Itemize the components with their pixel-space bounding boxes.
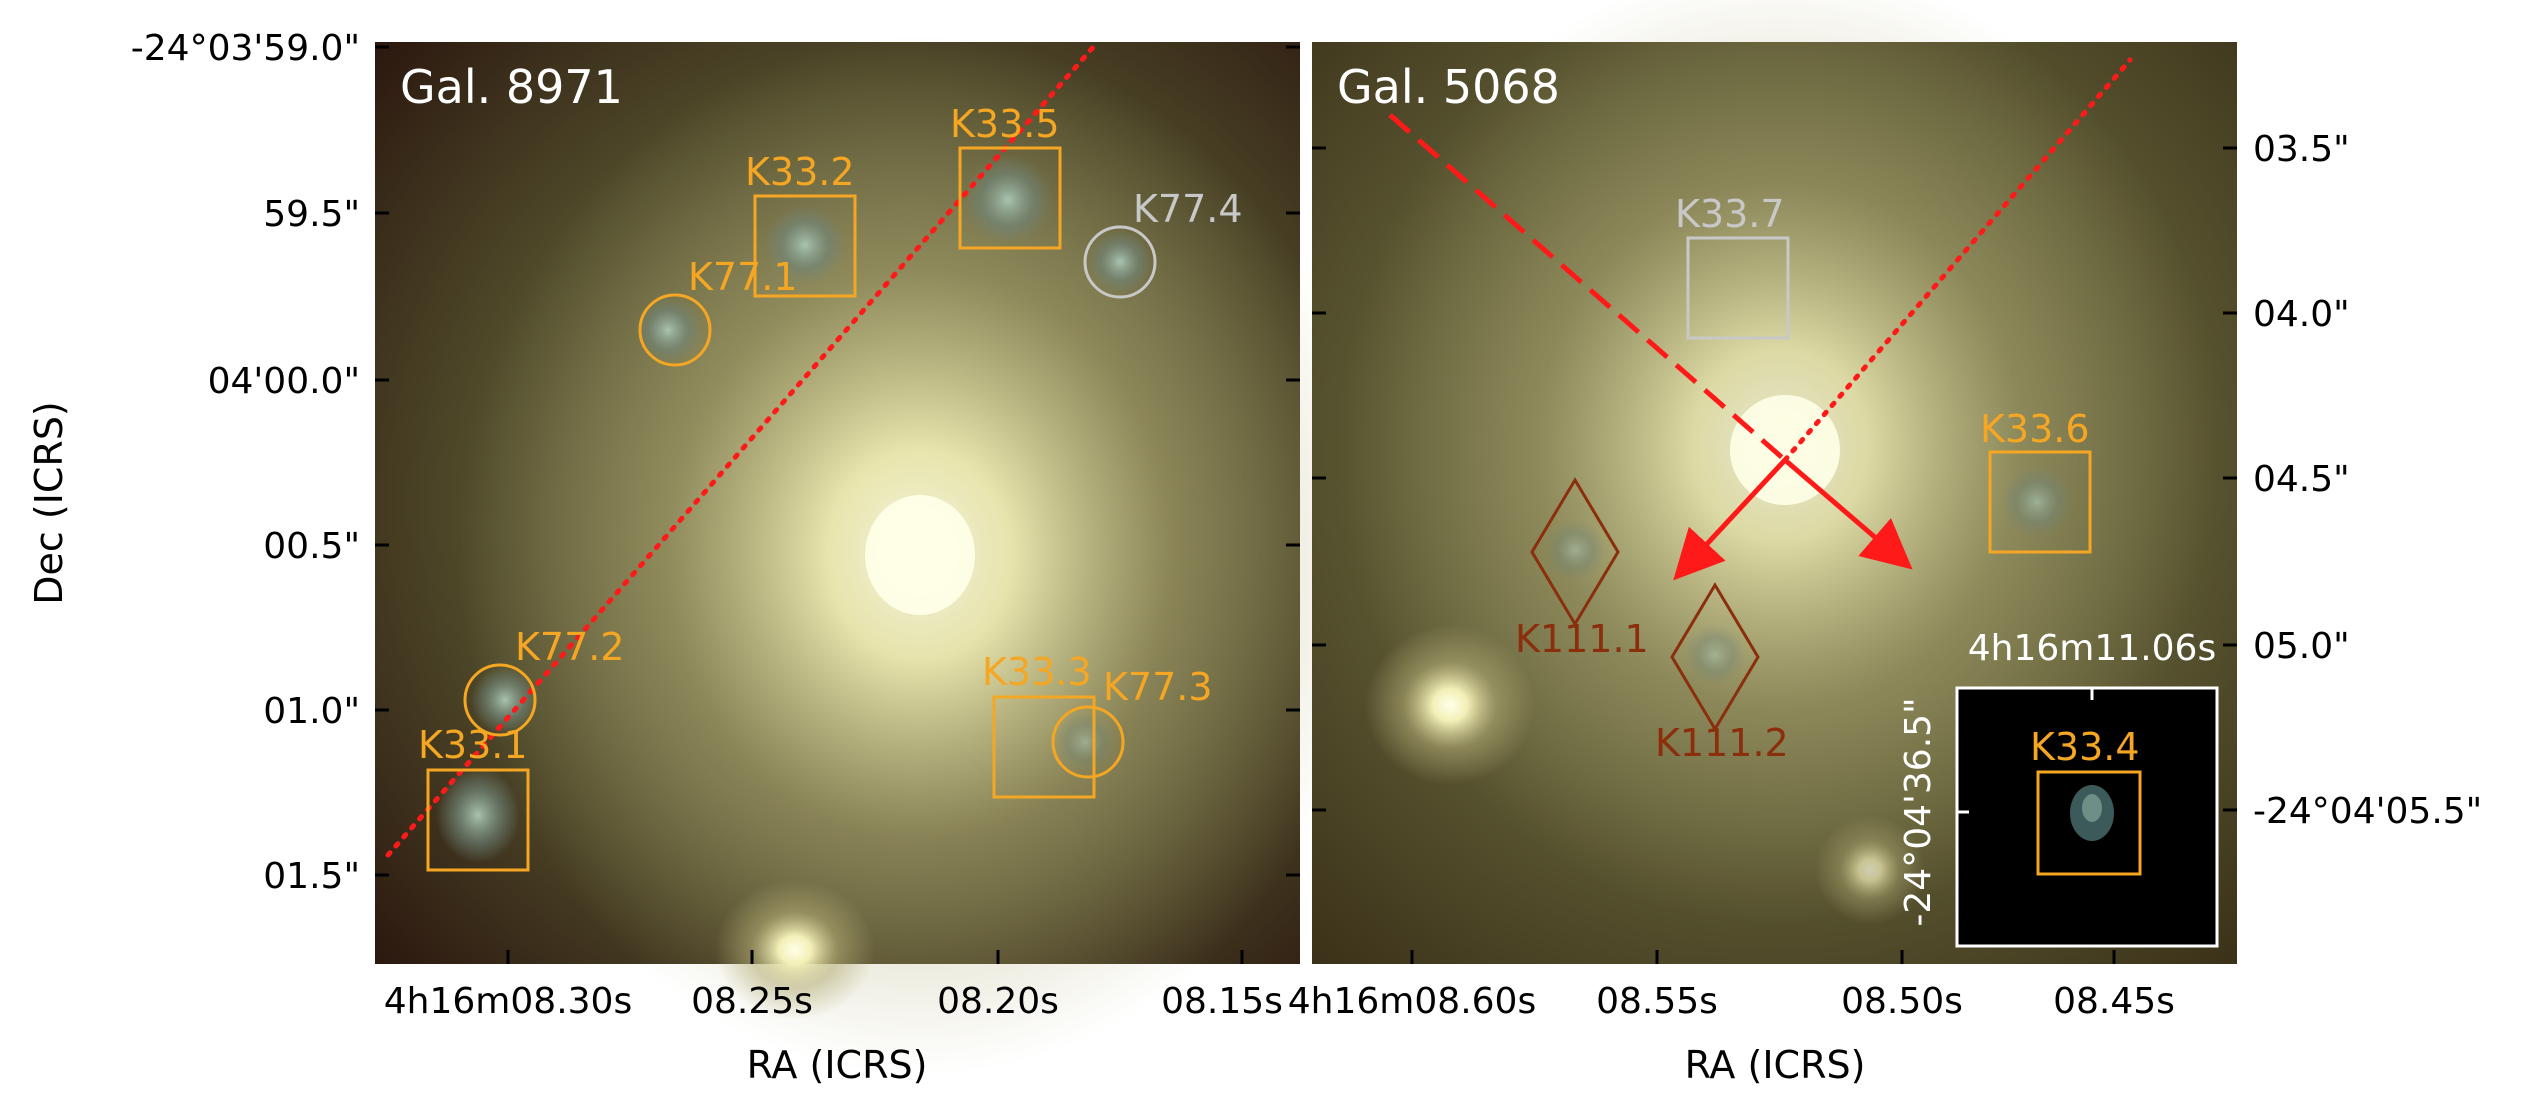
label-k111-2: K111.2 bbox=[1655, 721, 1789, 765]
marker-k111-2 bbox=[1670, 582, 1760, 732]
ra-tick-label: 08.15s bbox=[1161, 981, 1283, 1022]
marker-k77-1 bbox=[638, 293, 712, 367]
left-panel-title: Gal. 8971 bbox=[400, 60, 623, 114]
left-source-blob bbox=[963, 155, 1053, 245]
dec-tick-label: -24°04'05.5" bbox=[2253, 791, 2482, 832]
label-k33-6: K33.6 bbox=[1980, 407, 2090, 451]
ra-tick-label: 08.55s bbox=[1596, 981, 1718, 1022]
arrow-down-left bbox=[1673, 458, 1787, 581]
marker-k33-1 bbox=[426, 768, 530, 872]
marker-k33-7 bbox=[1686, 236, 1790, 340]
dec-tick-label: 04'00.0" bbox=[208, 361, 360, 402]
right-source-blob bbox=[1685, 625, 1745, 685]
left-panel: K33.1 K33.2 K33.3 K33.5 K77.1 K77.2 K77.… bbox=[27, 28, 1380, 1087]
left-source-blob bbox=[1088, 230, 1152, 294]
label-k111-1: K111.1 bbox=[1515, 617, 1649, 661]
dec-tick-label: 05.0" bbox=[2253, 626, 2350, 667]
left-source-blob bbox=[765, 205, 845, 285]
right-ticks bbox=[1312, 146, 2237, 964]
marker-k111-1 bbox=[1530, 477, 1620, 627]
dec-tick-label: -24°03'59.0" bbox=[131, 28, 360, 69]
right-galaxy-core bbox=[1730, 395, 1840, 505]
marker-k33-3 bbox=[992, 695, 1096, 799]
right-panel: K33.6 K33.7 K111.1 K111.2 Gal. 5068 K33.… bbox=[1288, 0, 2482, 1087]
right-dashed-axis-line bbox=[1388, 113, 1787, 462]
marker-k33-4 bbox=[2036, 770, 2142, 876]
right-x-axis-label: RA (ICRS) bbox=[1685, 1043, 1866, 1087]
inset-ra-label: 4h16m11.06s bbox=[1968, 628, 2216, 669]
dec-tick-label: 01.0" bbox=[263, 691, 360, 732]
left-source-blob bbox=[471, 666, 539, 734]
left-source-blob bbox=[1055, 712, 1115, 772]
marker-k33-6 bbox=[1988, 450, 2092, 554]
left-galaxy-core bbox=[865, 495, 975, 615]
dec-tick-label: 03.5" bbox=[2253, 129, 2350, 170]
y-axis-label: Dec (ICRS) bbox=[27, 401, 71, 605]
marker-k77-4 bbox=[1083, 225, 1157, 299]
left-source-blob bbox=[436, 767, 520, 863]
right-source-blob bbox=[1545, 520, 1605, 580]
marker-k77-2 bbox=[463, 663, 537, 737]
label-k33-5: K33.5 bbox=[950, 102, 1060, 146]
inset-source-core bbox=[2082, 794, 2102, 822]
left-bottom-source bbox=[715, 880, 875, 1020]
label-k33-2: K33.2 bbox=[745, 150, 855, 194]
dec-tick-label: 01.5" bbox=[263, 856, 360, 897]
label-k77-2: K77.2 bbox=[515, 625, 625, 669]
label-k33-4: K33.4 bbox=[2030, 725, 2140, 769]
ra-tick-label: 08.25s bbox=[691, 981, 813, 1022]
label-k77-1: K77.1 bbox=[688, 255, 798, 299]
ra-tick-label: 08.20s bbox=[937, 981, 1059, 1022]
dec-tick-label: 00.5" bbox=[263, 526, 360, 567]
label-k33-1: K33.1 bbox=[418, 723, 528, 767]
dec-tick-label: 04.5" bbox=[2253, 459, 2350, 500]
dec-tick-label: 04.0" bbox=[2253, 294, 2350, 335]
ra-tick-label: 4h16m08.60s bbox=[1288, 981, 1536, 1022]
inset: K33.4 4h16m11.06s -24°04'36.5" bbox=[1898, 628, 2219, 948]
left-dotted-axis-line bbox=[385, 42, 1098, 858]
right-panel-title: Gal. 5068 bbox=[1337, 60, 1560, 114]
marker-k77-3 bbox=[1051, 705, 1125, 779]
left-x-axis-label: RA (ICRS) bbox=[747, 1043, 928, 1087]
dec-tick-label: 59.5" bbox=[263, 194, 360, 235]
label-k33-7: K33.7 bbox=[1675, 192, 1785, 236]
right-companion-source bbox=[1365, 625, 1535, 785]
right-source-blob bbox=[2001, 466, 2073, 538]
label-k77-3: K77.3 bbox=[1103, 665, 1213, 709]
ra-tick-label: 08.50s bbox=[1841, 981, 1963, 1022]
left-dec-ticks bbox=[375, 45, 1300, 964]
inset-dec-label: -24°04'36.5" bbox=[1898, 697, 1939, 926]
right-edge-source bbox=[1815, 815, 1925, 925]
ra-tick-label: 08.45s bbox=[2053, 981, 2175, 1022]
marker-k33-2 bbox=[753, 194, 857, 298]
label-k77-4: K77.4 bbox=[1133, 187, 1243, 231]
label-k33-3: K33.3 bbox=[982, 650, 1092, 694]
left-source-blob bbox=[634, 296, 702, 364]
ra-tick-label: 4h16m08.30s bbox=[384, 981, 632, 1022]
arrow-down-right bbox=[1783, 458, 1913, 570]
right-dotted-axis-line bbox=[1782, 57, 2133, 463]
marker-k33-5 bbox=[958, 146, 1062, 250]
